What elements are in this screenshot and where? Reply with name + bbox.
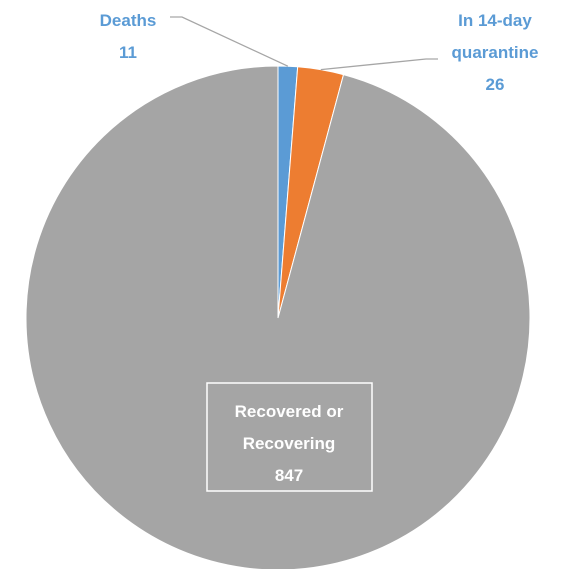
data-label-quarantine-value: 26 [486, 75, 505, 94]
label-leader-lines [170, 16, 438, 71]
pie-slice-recovered-or-recovering [25, 65, 531, 569]
leader-line-quarantine [320, 58, 438, 71]
data-label-recovered-name-line2: Recovering [243, 434, 336, 453]
leader-line-deaths [170, 16, 289, 67]
data-label-deaths-value: 11 [119, 43, 137, 62]
data-label-recovered-name-line1: Recovered or [235, 402, 344, 421]
data-label-deaths-name: Deaths [100, 11, 157, 30]
pie-slices [25, 65, 531, 569]
data-label-quarantine-name-line1: In 14-day [458, 11, 532, 30]
data-label-quarantine-name-line2: quarantine [452, 43, 539, 62]
recovered-label-box [206, 382, 373, 492]
data-label-recovered-value: 847 [275, 466, 303, 485]
